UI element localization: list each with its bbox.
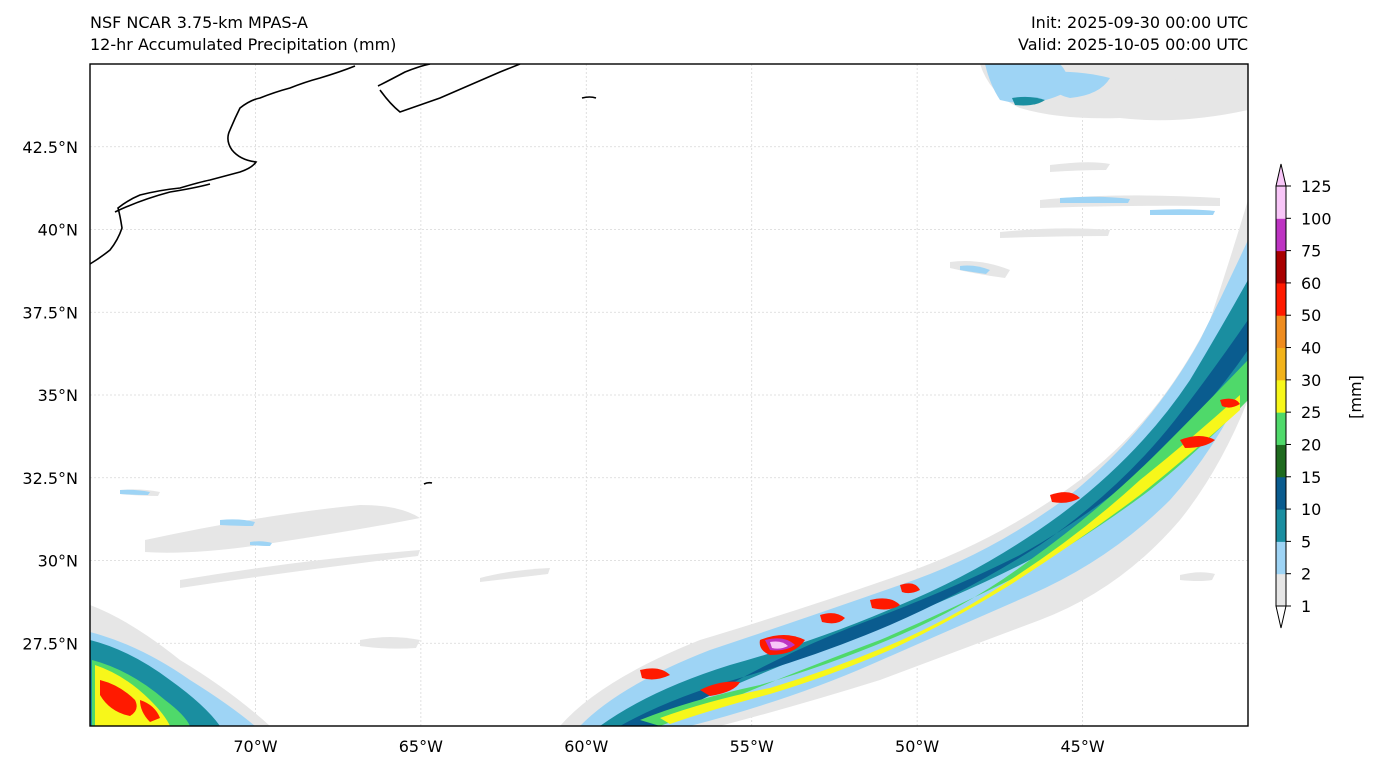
lat-tick-label: 35°N: [38, 386, 78, 405]
colorbar-segment: [1276, 250, 1286, 284]
colorbar-segment: [1276, 315, 1286, 349]
colorbar-segment: [1276, 509, 1286, 542]
colorbar-level-label: 5: [1301, 532, 1311, 551]
colorbar-level-label: 2: [1301, 565, 1311, 584]
colorbar-segment: [1276, 347, 1286, 381]
lat-tick-label: 40°N: [38, 221, 78, 240]
title-left: NSF NCAR 3.75-km MPAS-A 12-hr Accumulate…: [90, 12, 396, 56]
precip-frontal-band: [560, 200, 1248, 726]
lon-tick-label: 60°W: [564, 737, 608, 756]
precip-ne-cluster: [980, 64, 1248, 121]
title-right: Init: 2025-09-30 00:00 UTC Valid: 2025-1…: [1018, 12, 1248, 56]
lon-tick-label: 65°W: [399, 737, 443, 756]
precipitation-field: [90, 64, 1248, 726]
init-time: Init: 2025-09-30 00:00 UTC: [1030, 13, 1248, 32]
plot-border: [89, 63, 1249, 727]
coastline: [90, 64, 597, 485]
lat-tick-label: 30°N: [38, 552, 78, 571]
precip-streaks: [120, 162, 1220, 649]
colorbar-level-label: 100: [1301, 209, 1332, 228]
colorbar-level-label: 125: [1301, 177, 1332, 196]
colorbar-level-label: 20: [1301, 435, 1321, 454]
lat-axis: 42.5°N 40°N 37.5°N 35°N 32.5°N 30°N 27.5°N: [22, 138, 78, 654]
colorbar-level-label: 1: [1301, 597, 1311, 616]
colorbar-segment: [1276, 282, 1286, 316]
lat-tick-label: 37.5°N: [22, 303, 78, 322]
lon-tick-label: 45°W: [1060, 737, 1104, 756]
colorbar-outline: [1275, 185, 1287, 607]
colorbar-segment: [1276, 444, 1286, 478]
colorbar-level-label: 50: [1301, 306, 1321, 325]
colorbar-segment: [1276, 379, 1286, 413]
model-name: NSF NCAR 3.75-km MPAS-A: [90, 13, 308, 32]
precip-sw-cluster: [90, 605, 270, 726]
colorbar-segment: [1276, 573, 1286, 607]
lat-tick-label: 42.5°N: [22, 138, 78, 157]
lat-tick-label: 27.5°N: [22, 634, 78, 653]
colorbar-unit-label: [mm]: [1346, 375, 1365, 419]
field-name: 12-hr Accumulated Precipitation (mm): [90, 35, 397, 54]
colorbar-segment: [1276, 541, 1286, 575]
colorbar-level-label: 75: [1301, 242, 1321, 261]
colorbar-extend-min: [1275, 605, 1287, 629]
lon-tick-label: 70°W: [233, 737, 277, 756]
colorbar-level-label: 15: [1301, 468, 1321, 487]
colorbar-segment: [1276, 476, 1286, 510]
lon-tick-label: 50°W: [895, 737, 939, 756]
colorbar-segment: [1276, 186, 1286, 219]
valid-time: Valid: 2025-10-05 00:00 UTC: [1017, 35, 1248, 54]
colorbar-level-label: 25: [1301, 403, 1321, 422]
colorbar-segment: [1276, 412, 1286, 445]
colorbar-level-label: 30: [1301, 371, 1321, 390]
colorbar-level-label: 60: [1301, 274, 1321, 293]
colorbar-segment: [1276, 218, 1286, 252]
colorbar-extend-max: [1275, 163, 1287, 187]
lon-axis: 70°W 65°W 60°W 55°W 50°W 45°W: [233, 737, 1105, 756]
colorbar-level-label: 40: [1301, 339, 1321, 358]
lat-tick-label: 32.5°N: [22, 469, 78, 488]
lon-tick-label: 55°W: [730, 737, 774, 756]
colorbar-level-label: 10: [1301, 500, 1321, 519]
